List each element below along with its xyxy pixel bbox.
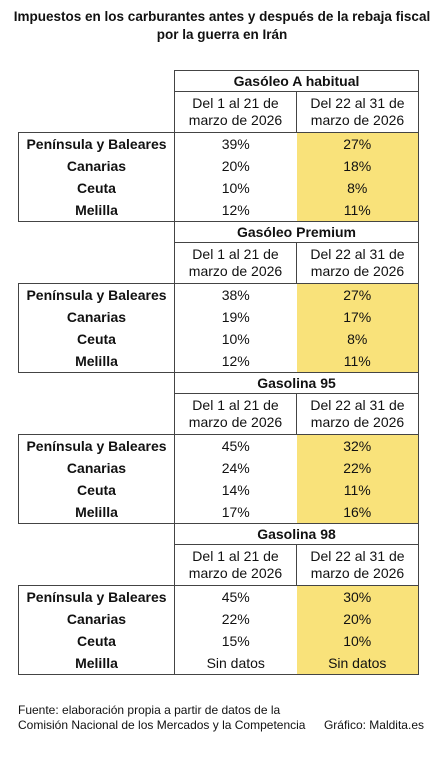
region: Península y Baleares xyxy=(18,585,175,608)
tax-value: 39% xyxy=(174,132,297,155)
fuel-name: Gasolina 98 xyxy=(174,523,419,545)
data-row: Canarias 24% 22% xyxy=(18,457,419,479)
data-row: Ceuta 10% 8% xyxy=(18,328,419,350)
data-row: Canarias 20% 18% xyxy=(18,155,419,177)
region: Ceuta xyxy=(18,328,175,350)
section-header-row: Gasóleo A habitual xyxy=(19,70,419,92)
tax-value: 18% xyxy=(296,155,419,177)
tax-value: 32% xyxy=(296,434,419,457)
fuel-name: Gasóleo A habitual xyxy=(174,70,419,92)
period-header: Del 22 al 31 de marzo de 2026 xyxy=(296,91,419,133)
data-row: Ceuta 10% 8% xyxy=(18,177,419,199)
tax-value: 38% xyxy=(174,283,297,306)
data-row: Península y Baleares 45% 30% xyxy=(18,585,419,608)
section-header-row: Gasóleo Premium xyxy=(19,221,419,243)
tax-value: 20% xyxy=(296,608,419,630)
region: Melilla xyxy=(18,652,175,675)
tax-value: 12% xyxy=(174,350,297,373)
empty-cell xyxy=(19,524,175,545)
empty-cell xyxy=(19,243,175,284)
tax-table: Gasóleo A habitual Del 1 al 21 de marzo d… xyxy=(18,70,419,675)
tax-value: 10% xyxy=(174,177,297,199)
period-row: Del 1 al 21 de marzo de 2026 Del 22 al 31… xyxy=(19,91,419,133)
data-row: Melilla 12% 11% xyxy=(18,199,419,222)
tax-value: 17% xyxy=(174,501,297,524)
section-header-row: Gasolina 98 xyxy=(19,523,419,545)
region: Canarias xyxy=(18,306,175,328)
tax-value: 10% xyxy=(174,328,297,350)
region: Ceuta xyxy=(18,630,175,652)
data-row: Canarias 19% 17% xyxy=(18,306,419,328)
tax-value: Sin datos xyxy=(174,652,297,675)
table-body: Gasóleo A habitual Del 1 al 21 de marzo d… xyxy=(18,70,419,675)
tax-value: 19% xyxy=(174,306,297,328)
data-row: Ceuta 15% 10% xyxy=(18,630,419,652)
empty-cell xyxy=(19,394,175,435)
title: Impuestos en los carburantes antes y des… xyxy=(13,9,431,42)
region: Ceuta xyxy=(18,177,175,199)
region: Península y Baleares xyxy=(18,434,175,457)
tax-value: 22% xyxy=(296,457,419,479)
tax-value: Sin datos xyxy=(296,652,419,675)
period-header: Del 1 al 21 de marzo de 2026 xyxy=(174,91,297,133)
tax-value: 8% xyxy=(296,177,419,199)
data-row: Ceuta 14% 11% xyxy=(18,479,419,501)
tax-value: 22% xyxy=(174,608,297,630)
empty-cell xyxy=(19,71,175,92)
region: Península y Baleares xyxy=(18,132,175,155)
source-note: Fuente: elaboración propia a partir de d… xyxy=(18,703,306,732)
region: Canarias xyxy=(18,457,175,479)
period-header: Del 22 al 31 de marzo de 2026 xyxy=(296,242,419,284)
data-row: Melilla Sin datos Sin datos xyxy=(18,652,419,675)
fuel-name: Gasolina 95 xyxy=(174,372,419,394)
tax-value: 24% xyxy=(174,457,297,479)
period-row: Del 1 al 21 de marzo de 2026 Del 22 al 31… xyxy=(19,393,419,435)
period-header: Del 22 al 31 de marzo de 2026 xyxy=(296,544,419,586)
period-header: Del 1 al 21 de marzo de 2026 xyxy=(174,544,297,586)
region: Ceuta xyxy=(18,479,175,501)
region: Melilla xyxy=(18,350,175,373)
tax-value: 27% xyxy=(296,132,419,155)
data-row: Península y Baleares 45% 32% xyxy=(18,434,419,457)
period-row: Del 1 al 21 de marzo de 2026 Del 22 al 31… xyxy=(19,242,419,284)
period-header: Del 1 al 21 de marzo de 2026 xyxy=(174,393,297,435)
tax-value: 17% xyxy=(296,306,419,328)
tax-value: 11% xyxy=(296,350,419,373)
tax-value: 20% xyxy=(174,155,297,177)
tax-value: 45% xyxy=(174,585,297,608)
data-row: Canarias 22% 20% xyxy=(18,608,419,630)
period-row: Del 1 al 21 de marzo de 2026 Del 22 al 31… xyxy=(19,544,419,586)
period-header: Del 22 al 31 de marzo de 2026 xyxy=(296,393,419,435)
data-row: Península y Baleares 39% 27% xyxy=(18,132,419,155)
region: Canarias xyxy=(18,155,175,177)
tax-value: 14% xyxy=(174,479,297,501)
data-row: Melilla 12% 11% xyxy=(18,350,419,373)
period-header: Del 1 al 21 de marzo de 2026 xyxy=(174,242,297,284)
data-row: Melilla 17% 16% xyxy=(18,501,419,524)
data-row: Península y Baleares 38% 27% xyxy=(18,283,419,306)
tax-value: 27% xyxy=(296,283,419,306)
region: Península y Baleares xyxy=(18,283,175,306)
tax-value: 11% xyxy=(296,479,419,501)
tax-value: 45% xyxy=(174,434,297,457)
empty-cell xyxy=(19,545,175,586)
empty-cell xyxy=(19,222,175,243)
region: Melilla xyxy=(18,199,175,222)
tax-value: 30% xyxy=(296,585,419,608)
region: Melilla xyxy=(18,501,175,524)
tax-value: 15% xyxy=(174,630,297,652)
tax-value: 8% xyxy=(296,328,419,350)
empty-cell xyxy=(19,373,175,394)
empty-cell xyxy=(19,92,175,133)
fuel-name: Gasóleo Premium xyxy=(174,221,419,243)
tax-value: 16% xyxy=(296,501,419,524)
tax-value: 10% xyxy=(296,630,419,652)
credit: Gráfico: Maldita.es xyxy=(323,718,424,732)
tax-value: 11% xyxy=(296,199,419,222)
section-header-row: Gasolina 95 xyxy=(19,372,419,394)
region: Canarias xyxy=(18,608,175,630)
tax-value: 12% xyxy=(174,199,297,222)
